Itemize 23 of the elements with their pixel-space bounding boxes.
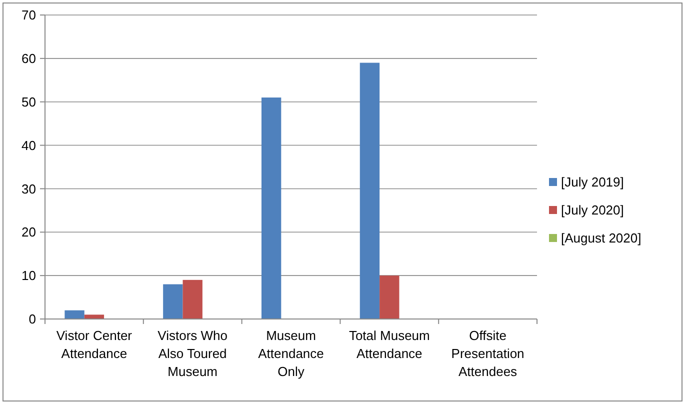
legend-label: [July 2019] — [561, 174, 624, 190]
bar — [360, 62, 380, 319]
bar — [182, 280, 202, 319]
y-tick-label: 20 — [22, 224, 36, 240]
y-tick-label: 40 — [22, 138, 36, 153]
x-tick-label: Museum Attendance Only — [258, 328, 324, 379]
bar — [380, 276, 400, 319]
x-tick-label: Offsite Presentation Attendees — [451, 328, 524, 379]
y-tick-label: 60 — [22, 50, 36, 66]
x-tick-label: Vistors Who Also Toured Museum — [158, 328, 228, 379]
bar — [163, 284, 183, 319]
y-tick-label: 30 — [22, 181, 36, 196]
y-tick-label: 70 — [22, 8, 36, 23]
bar — [64, 310, 84, 319]
x-tick-label: Vistor Center Attendance — [56, 328, 133, 361]
x-tick-label: Total Museum Attendance — [348, 328, 430, 361]
bar — [84, 314, 104, 319]
y-tick-label: 0 — [28, 312, 36, 327]
legend-label: [August 2020] — [561, 230, 642, 246]
legend-label: [July 2020] — [561, 202, 624, 218]
y-tick-label: 10 — [22, 268, 36, 284]
bar — [261, 98, 282, 319]
y-tick-label: 50 — [22, 94, 36, 110]
